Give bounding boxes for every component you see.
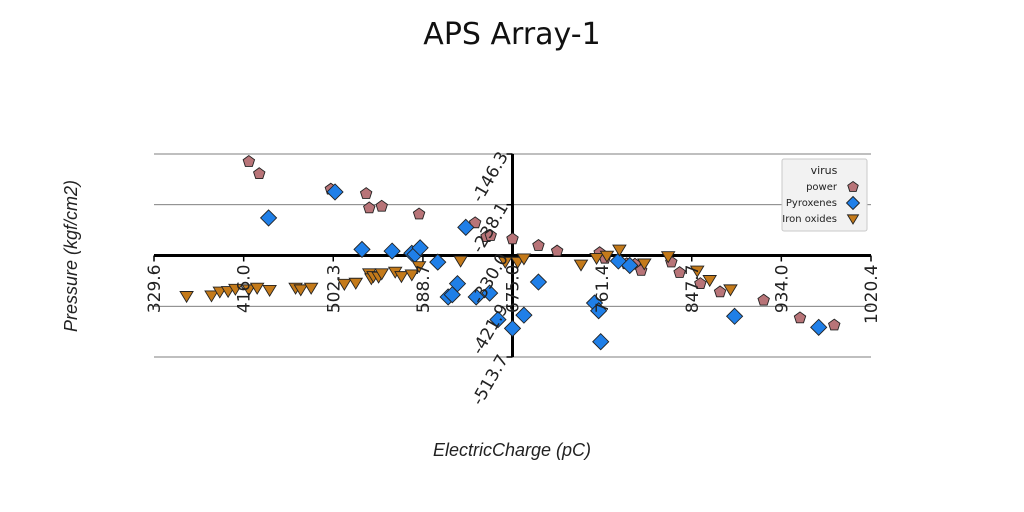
series-2	[179, 244, 738, 304]
legend-box	[781, 158, 868, 232]
legend-label: Iron oxides	[782, 214, 837, 225]
data-point	[467, 288, 485, 306]
x-tick-label: 761.4	[593, 265, 613, 314]
data-point	[457, 218, 475, 236]
data-point	[573, 259, 589, 272]
data-point	[515, 306, 533, 324]
data-point	[481, 284, 499, 302]
data-point	[253, 167, 266, 180]
data-point	[503, 319, 522, 338]
legend-label: power	[806, 182, 838, 193]
x-tick-label: 934.0	[772, 265, 792, 314]
data-points	[179, 155, 841, 351]
data-point	[484, 229, 497, 241]
data-point	[242, 155, 256, 167]
data-point	[259, 209, 278, 227]
data-point	[506, 232, 519, 245]
data-point	[363, 201, 376, 214]
data-point	[529, 273, 548, 291]
data-point	[694, 277, 707, 289]
data-point	[326, 183, 344, 201]
data-point	[489, 310, 507, 329]
data-point	[394, 271, 409, 284]
legend-label: Pyroxenes	[786, 198, 837, 209]
data-point	[411, 261, 427, 274]
data-point	[702, 275, 718, 288]
data-point	[359, 187, 373, 199]
data-point	[404, 269, 420, 282]
data-point	[609, 252, 628, 270]
data-point	[241, 284, 257, 297]
data-point	[713, 285, 727, 298]
y-tick-label: -513.7	[468, 352, 513, 409]
data-point	[757, 293, 770, 306]
data-point	[532, 238, 545, 251]
data-point	[468, 216, 482, 229]
data-point	[828, 318, 841, 331]
data-point	[793, 311, 807, 324]
data-point	[453, 255, 468, 268]
x-tick-label: 1020.4	[862, 265, 882, 324]
data-point	[590, 302, 608, 320]
x-tick-label: 502.3	[324, 265, 344, 314]
data-point	[516, 253, 532, 266]
data-point	[375, 199, 388, 212]
x-tick-label: 588.7	[414, 265, 434, 314]
x-tick-label: 675.0	[504, 265, 524, 314]
data-point	[723, 284, 738, 297]
legend-marker	[845, 195, 861, 211]
data-point	[448, 275, 467, 293]
data-point	[374, 268, 390, 281]
y-axis-label: Pressure (kgf/cm2)	[61, 180, 81, 332]
data-point	[725, 307, 744, 325]
chart-title: APS Array-1	[423, 17, 600, 52]
data-point	[303, 282, 319, 295]
legend-marker	[846, 214, 860, 225]
data-point	[383, 242, 401, 260]
data-point	[592, 333, 610, 351]
series-1	[259, 183, 828, 351]
x-tick-label: 416.0	[235, 265, 255, 314]
data-point	[660, 251, 676, 264]
data-point	[599, 250, 615, 263]
data-point	[411, 239, 429, 257]
data-point	[337, 278, 352, 291]
legend: virus power Pyroxenes Iron oxides	[781, 158, 868, 232]
legend-title: virus	[811, 164, 838, 177]
data-point	[249, 282, 265, 295]
data-point	[353, 240, 371, 259]
data-point	[293, 284, 309, 297]
data-point	[497, 256, 513, 269]
x-tick-label: 847.7	[683, 265, 703, 314]
data-point	[429, 253, 447, 271]
data-point	[621, 256, 639, 275]
data-point	[810, 318, 828, 336]
data-point	[228, 283, 243, 296]
data-point	[412, 207, 426, 220]
data-point	[612, 244, 627, 257]
data-point	[204, 290, 219, 303]
data-point	[550, 244, 564, 257]
x-tick-label: 329.6	[145, 265, 165, 314]
x-axis-label: ElectricCharge (pC)	[433, 440, 591, 460]
data-point	[348, 277, 364, 290]
data-point	[673, 266, 686, 278]
legend-marker	[847, 180, 859, 192]
y-tick-label: -146.3	[468, 149, 513, 206]
data-point	[637, 258, 652, 271]
data-point	[689, 265, 705, 278]
data-point	[589, 252, 604, 265]
data-point	[262, 284, 277, 298]
data-point	[179, 291, 194, 304]
